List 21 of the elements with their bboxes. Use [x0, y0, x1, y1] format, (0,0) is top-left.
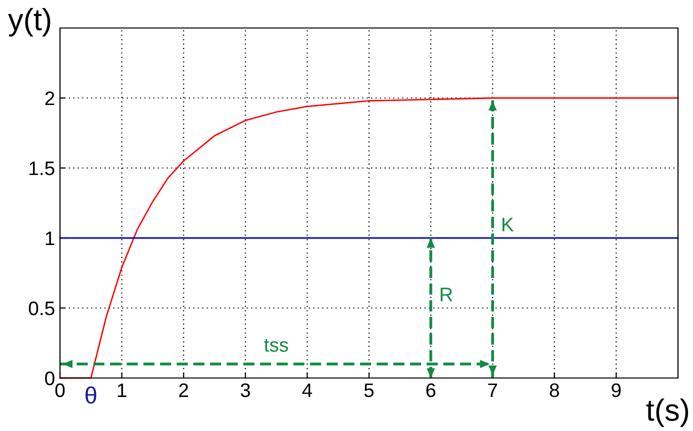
y-tick-label: 0.5 — [28, 301, 54, 316]
x-tick-label: 7 — [488, 384, 498, 397]
annotation: θ — [86, 386, 96, 404]
x-tick-label: 1 — [118, 384, 126, 397]
y-tick-label: 1.5 — [30, 162, 54, 176]
series-label: K — [502, 218, 514, 232]
y-axis-title: y(t) — [8, 8, 50, 36]
y-tick-label: 0 — [45, 371, 54, 386]
x-tick-label: 3 — [240, 383, 250, 398]
x-tick-label: 6 — [426, 383, 436, 398]
x-tick-label: 2 — [179, 383, 188, 397]
x-tick-label: 0 — [55, 383, 65, 398]
y-tick-label: 1 — [46, 232, 54, 246]
x-tick-label: 4 — [302, 384, 312, 397]
series-label: R — [440, 288, 452, 302]
x-axis-title: t(s) — [646, 398, 688, 427]
x-tick-label: 9 — [612, 383, 621, 398]
x-tick-label: 5 — [364, 384, 374, 398]
series-label: tss — [264, 339, 288, 352]
y-tick-label: 2 — [45, 91, 54, 106]
x-tick-label: 8 — [550, 383, 559, 398]
